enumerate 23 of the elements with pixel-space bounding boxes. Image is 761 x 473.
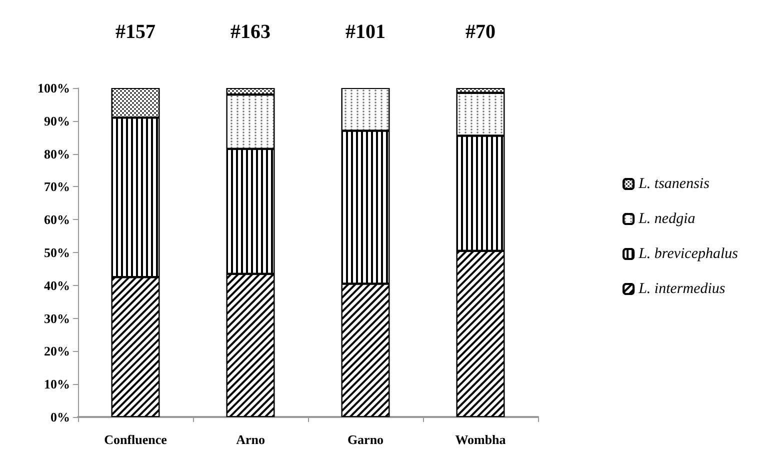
text: #163 xyxy=(230,21,270,43)
y-tick-label: 40% xyxy=(44,278,70,293)
y-tick-label: 0% xyxy=(50,410,70,424)
text: #70 xyxy=(466,21,496,43)
y-tick-label: 90% xyxy=(44,113,70,128)
x-tick-label: Confluence xyxy=(104,432,168,447)
y-tick-label: 50% xyxy=(44,245,70,260)
x-tick-label: Wombha xyxy=(455,432,506,447)
x-tick-label: Arno xyxy=(236,432,265,447)
y-tick-label: 60% xyxy=(44,212,70,228)
legend-label: L. brevicephalus xyxy=(638,246,738,262)
text: #101 xyxy=(346,21,386,43)
y-tick-label: 70% xyxy=(44,179,70,194)
y-tick-label: 80% xyxy=(44,146,70,162)
y-tick-label: 30% xyxy=(44,310,70,326)
x-tick-label: Garno xyxy=(347,432,384,447)
legend-label: L. tsanensis xyxy=(638,176,710,192)
text: #157 xyxy=(116,21,156,43)
y-tick-label: 20% xyxy=(44,344,70,359)
legend-label: L. nedgia xyxy=(638,211,696,227)
y-tick-label: 100% xyxy=(38,80,70,96)
legend-label: L. intermedius xyxy=(638,281,726,297)
y-tick-label: 10% xyxy=(44,376,70,392)
